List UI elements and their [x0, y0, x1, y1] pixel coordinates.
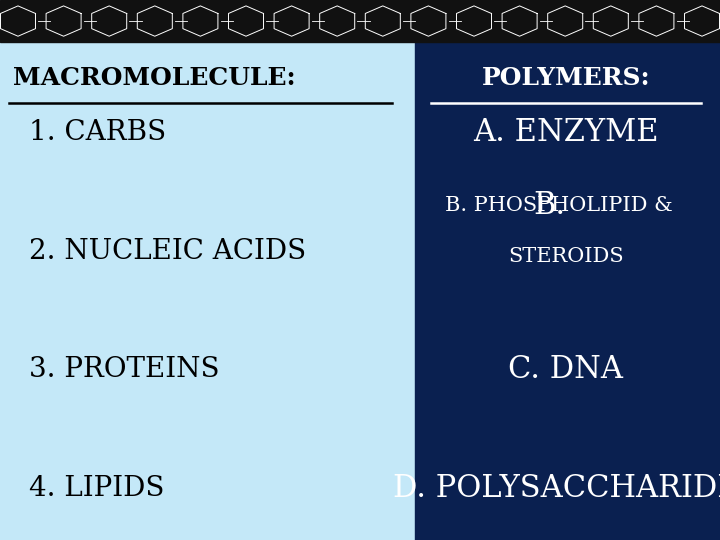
Text: C. DNA: C. DNA: [508, 354, 624, 386]
Text: 3. PROTEINS: 3. PROTEINS: [29, 356, 220, 383]
Text: A. ENZYME: A. ENZYME: [473, 117, 659, 148]
Text: B. PHOSPHOLIPID &: B. PHOSPHOLIPID &: [445, 195, 672, 215]
Text: STEROIDS: STEROIDS: [508, 247, 624, 266]
Text: D. POLYSACCHARIDE: D. POLYSACCHARIDE: [392, 473, 720, 504]
Bar: [415, 42, 720, 540]
Text: 1. CARBS: 1. CARBS: [29, 119, 166, 146]
Text: POLYMERS:: POLYMERS:: [482, 66, 650, 90]
Text: B.: B.: [534, 190, 566, 221]
Text: MACROMOLECULE:: MACROMOLECULE:: [13, 66, 296, 90]
Bar: [0, 0, 720, 42]
Text: 4. LIPIDS: 4. LIPIDS: [29, 475, 164, 502]
Text: 2. NUCLEIC ACIDS: 2. NUCLEIC ACIDS: [29, 238, 306, 265]
